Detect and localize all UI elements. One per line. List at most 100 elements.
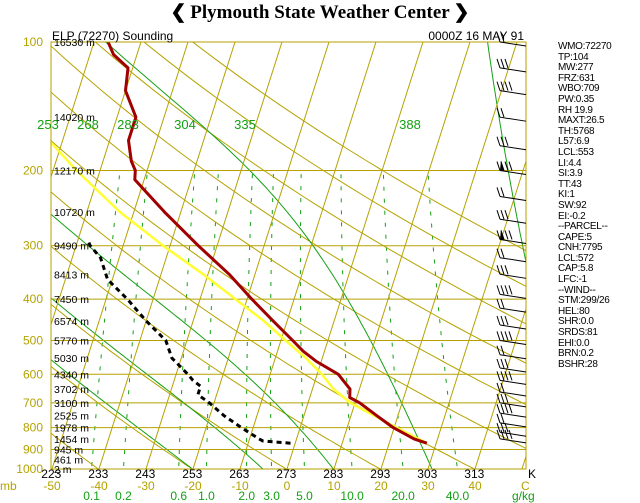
dry-adiabat-line bbox=[94, 42, 526, 325]
wind-barb bbox=[496, 108, 527, 122]
index-line: TT:43 bbox=[558, 178, 582, 190]
mixing-ratio-tick-label: 2.0 bbox=[238, 489, 255, 503]
mixing-ratio-line bbox=[340, 170, 353, 469]
wind-barb bbox=[496, 298, 527, 313]
mixing-ratio-lines bbox=[91, 170, 459, 469]
kelvin-tick-label: 253 bbox=[182, 467, 202, 481]
mixing-ratio-tick-label: 0.6 bbox=[170, 489, 187, 503]
height-label: 10720 m bbox=[54, 207, 95, 219]
pressure-tick-label: 900 bbox=[23, 442, 43, 456]
index-line: CAPE:5 bbox=[558, 231, 592, 243]
right-logo-icon: ❯ bbox=[449, 2, 470, 23]
wind-barb bbox=[496, 382, 527, 397]
pressure-tick-label: 100 bbox=[23, 35, 43, 49]
mixing-ratio-line bbox=[122, 170, 148, 469]
index-line: CAP:5.8 bbox=[558, 263, 594, 275]
height-label: 4340 m bbox=[54, 369, 89, 381]
height-label: 3702 m bbox=[54, 384, 89, 396]
kelvin-tick-label: 303 bbox=[417, 467, 437, 481]
height-label: 6574 m bbox=[54, 316, 89, 328]
pressure-tick-label: 600 bbox=[23, 367, 43, 381]
wind-barb bbox=[496, 58, 527, 73]
kelvin-tick-label: 233 bbox=[88, 467, 108, 481]
index-line: STM:299/26 bbox=[558, 295, 610, 307]
height-label: 9490 m bbox=[54, 241, 89, 253]
height-label: 2525 m bbox=[54, 411, 89, 423]
height-label: 461 m bbox=[54, 454, 83, 466]
index-line: LCL:553 bbox=[558, 146, 594, 158]
wind-barb bbox=[496, 423, 527, 437]
celsius-axis: -50 -40 -30 -20 -10 0 10 20 30 40 C bbox=[43, 479, 530, 493]
index-line: PW:0.35 bbox=[558, 93, 595, 105]
isotherm-line bbox=[239, 42, 377, 469]
dry-adiabat-line bbox=[51, 191, 476, 469]
isotherm-line bbox=[0, 33, 3, 479]
dry-adiabat-line bbox=[192, 42, 526, 252]
isotherm-line bbox=[0, 33, 50, 479]
mixing-ratio-line bbox=[269, 170, 274, 469]
celsius-tick-label: 20 bbox=[374, 479, 388, 493]
index-line: SW:92 bbox=[558, 199, 587, 211]
moist-adiabat-line bbox=[51, 213, 335, 469]
wind-barb bbox=[496, 229, 527, 244]
mixing-ratio-tick-label: 5.0 bbox=[296, 489, 313, 503]
index-line: --PARCEL-- bbox=[558, 221, 608, 233]
index-line: TH:5768 bbox=[558, 125, 595, 137]
isotherm-line bbox=[51, 42, 189, 469]
index-line: KI:1 bbox=[558, 189, 575, 201]
wind-barb bbox=[496, 136, 527, 151]
parcel-trace bbox=[51, 140, 428, 445]
pressure-tick-label: 1000 bbox=[16, 462, 43, 476]
theta-label: 388 bbox=[399, 117, 421, 132]
celsius-tick-label: -50 bbox=[43, 479, 61, 493]
pressure-tick-label: 300 bbox=[23, 239, 43, 253]
header: ❮ Plymouth State Weather Center ❯ bbox=[0, 0, 640, 26]
index-line: MW:277 bbox=[558, 62, 594, 74]
height-label: 1454 m bbox=[54, 434, 89, 446]
mixing-ratio-unit-label: g/kg bbox=[512, 489, 535, 503]
chart-title: ❮ Plymouth State Weather Center ❯ bbox=[0, 1, 640, 24]
celsius-tick-label: 10 bbox=[327, 479, 341, 493]
kelvin-tick-label: 223 bbox=[41, 467, 61, 481]
wind-barb bbox=[496, 32, 527, 47]
isotherm-line bbox=[51, 42, 142, 327]
wind-barb bbox=[496, 248, 527, 263]
wind-barb bbox=[496, 81, 527, 96]
wind-barb bbox=[496, 393, 527, 408]
isotherm-line bbox=[51, 42, 95, 179]
height-label: 14020 m bbox=[54, 112, 95, 124]
mixing-ratio-tick-label: 10.0 bbox=[340, 489, 364, 503]
height-label: 12170 m bbox=[54, 166, 95, 178]
kelvin-tick-label: 313 bbox=[464, 467, 484, 481]
celsius-unit-label: C bbox=[521, 479, 530, 493]
title-text: Plymouth State Weather Center bbox=[190, 2, 450, 23]
mixing-ratio-axis: 0.1 0.2 0.6 1.0 2.0 3.0 5.0 10.0 20.0 40.0 g/kg bbox=[83, 489, 534, 503]
wind-barb bbox=[496, 404, 527, 418]
isotherm-line bbox=[474, 307, 526, 469]
index-line: BRN:0.2 bbox=[558, 348, 594, 360]
dry-adiabat-line bbox=[143, 42, 526, 287]
wind-barb bbox=[496, 331, 527, 345]
wind-barb bbox=[496, 371, 527, 385]
wind-barb bbox=[496, 285, 527, 299]
celsius-axis-unit-label: mb bbox=[0, 479, 17, 493]
mixing-ratio-tick-label: 1.0 bbox=[198, 489, 215, 503]
index-line: LI:4.4 bbox=[558, 157, 582, 169]
wind-barb bbox=[496, 187, 527, 201]
mixing-ratio-line bbox=[382, 170, 404, 469]
kelvin-tick-label: 293 bbox=[370, 467, 390, 481]
dry-adiabats bbox=[51, 42, 526, 469]
mixing-ratio-tick-label: 0.1 bbox=[83, 489, 100, 503]
index-line: LFC:-1 bbox=[558, 274, 587, 286]
celsius-tick-label: 0 bbox=[284, 479, 291, 493]
height-label: 3100 m bbox=[54, 398, 89, 410]
time-label: 0000Z 16 MAY 91 bbox=[428, 29, 524, 43]
moist-adiabats bbox=[51, 42, 526, 469]
celsius-tick-label: 40 bbox=[468, 479, 482, 493]
theta-label: 253 bbox=[37, 117, 59, 132]
height-labels: 16530 m 14020 m 12170 m 10720 m 9490 m 8413 m… bbox=[54, 37, 95, 476]
pressure-tick-label: 800 bbox=[23, 421, 43, 435]
mixing-ratio-tick-label: 20.0 bbox=[392, 489, 416, 503]
wind-barbs bbox=[496, 32, 527, 444]
kelvin-axis: 223 233 243 253 263 273 283 293 303 313 K bbox=[41, 467, 536, 481]
